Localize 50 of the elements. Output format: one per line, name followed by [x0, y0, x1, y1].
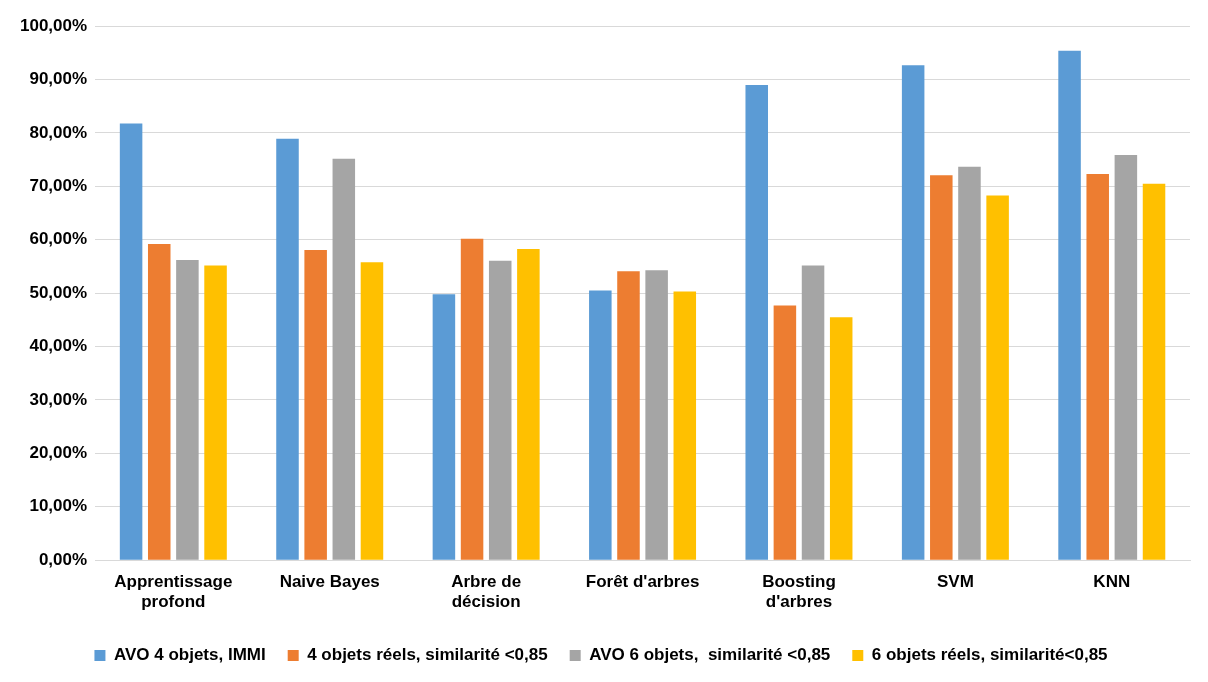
- bar: [147, 244, 171, 560]
- y-tick-label: 100,00%: [19, 15, 88, 35]
- bar: [801, 265, 825, 560]
- bar: [488, 260, 512, 560]
- bar: [773, 305, 797, 560]
- y-tick-label: 60,00%: [29, 229, 88, 249]
- bar: [617, 271, 640, 560]
- y-tick-label: 40,00%: [29, 336, 88, 356]
- bar: [119, 123, 143, 560]
- bar: [958, 166, 981, 560]
- bar: [432, 294, 456, 560]
- bar: [460, 238, 484, 560]
- legend-label: 6 objets réels, similarité<0,85: [871, 645, 1108, 665]
- bar: [332, 158, 356, 560]
- bar: [176, 260, 199, 560]
- x-tick-label: SVM: [936, 572, 974, 592]
- bar: [276, 138, 299, 560]
- bar: [1086, 174, 1109, 560]
- bar: [829, 317, 853, 560]
- legend-label: AVO 6 objets, similarité <0,85: [589, 645, 831, 665]
- bar: [304, 249, 327, 560]
- y-tick-label: 0,00%: [38, 549, 88, 569]
- bar: [360, 262, 384, 560]
- bar: [517, 248, 540, 560]
- bar: [986, 195, 1009, 560]
- y-tick-label: 80,00%: [29, 122, 88, 142]
- y-tick-label: 90,00%: [29, 69, 88, 89]
- legend-label: 4 objets réels, similarité <0,85: [307, 645, 548, 665]
- y-tick-label: 10,00%: [29, 496, 88, 516]
- bar: [645, 270, 668, 560]
- y-tick-label: 50,00%: [29, 282, 88, 302]
- y-tick-label: 70,00%: [29, 176, 88, 196]
- x-tick-label: Forêt d'arbres: [585, 572, 700, 592]
- bar: [930, 175, 953, 560]
- y-tick-label: 20,00%: [29, 443, 88, 463]
- bar: [1058, 50, 1081, 560]
- bar: [745, 84, 768, 560]
- bar: [589, 290, 612, 560]
- x-tick-label: Naive Bayes: [279, 572, 380, 592]
- y-tick-label: 30,00%: [29, 389, 88, 409]
- bar: [673, 291, 697, 560]
- x-tick-label: Apprentissage profond: [114, 572, 233, 612]
- x-tick-label: Boosting d'arbres: [762, 572, 836, 612]
- x-tick-label: KNN: [1093, 572, 1131, 592]
- bar: [204, 265, 227, 560]
- legend-label: AVO 4 objets, IMMI: [113, 645, 266, 665]
- x-tick-label: Arbre de décision: [451, 572, 522, 612]
- bar: [901, 65, 925, 560]
- bar: [1142, 183, 1166, 560]
- bar: [1114, 154, 1138, 560]
